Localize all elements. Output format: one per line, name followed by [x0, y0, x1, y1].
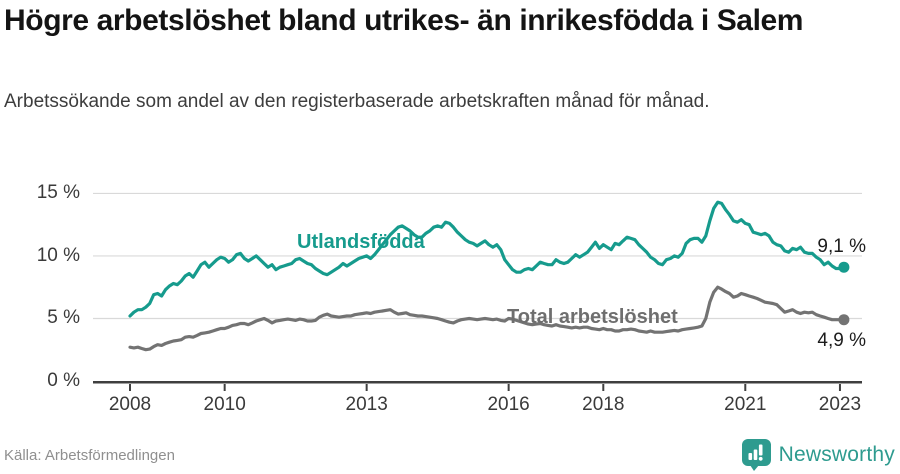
series-end-dot-utlandsf-dda — [838, 261, 850, 273]
page-title: Högre arbetslöshet bland utrikes- än inr… — [4, 4, 804, 37]
y-axis-label: 15 % — [36, 182, 80, 204]
newsworthy-brand-text: Newsworthy — [778, 442, 895, 466]
x-axis-label: 2008 — [108, 394, 152, 415]
x-axis-label: 2023 — [818, 394, 862, 415]
x-axis-label: 2016 — [487, 394, 530, 415]
series-line-total-arbetsl-shet — [128, 285, 846, 352]
newsworthy-logo-icon — [741, 438, 772, 471]
series-label-total-arbetsloshet: Total arbetslöshet — [507, 306, 678, 328]
series-line-utlandsf-dda — [128, 200, 846, 318]
x-axis-label: 2021 — [724, 394, 767, 415]
y-axis-label: 0 % — [47, 370, 80, 391]
x-axis-label: 2013 — [345, 394, 388, 415]
end-value-label-total: 4,9 % — [817, 330, 866, 351]
page-subtitle: Arbetssökande som andel av den registerb… — [4, 91, 710, 112]
y-axis-label: 10 % — [36, 244, 80, 266]
end-value-label-utlandsfodda: 9,1 % — [817, 236, 866, 257]
series-end-dot-total-arbetsl-shet — [838, 314, 850, 326]
x-axis-label: 2010 — [203, 394, 246, 415]
x-axis-label: 2018 — [582, 394, 625, 415]
series-label-utlandsfodda: Utlandsfödda — [297, 231, 425, 253]
source-attribution: Källa: Arbetsförmedlingen — [4, 447, 175, 464]
y-axis-label: 5 % — [47, 307, 80, 329]
newsworthy-brand: Newsworthy — [741, 438, 895, 471]
